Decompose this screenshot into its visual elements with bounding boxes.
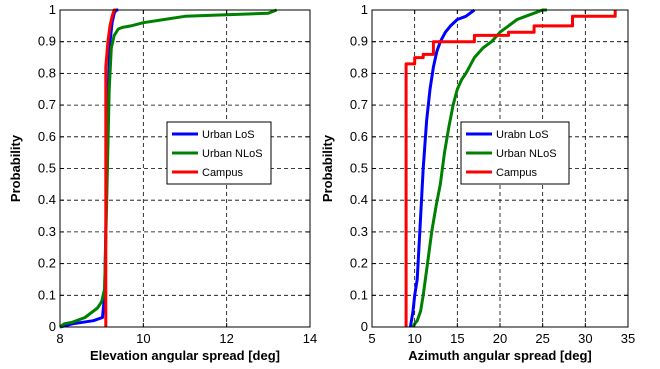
x-tick-label: 10: [136, 331, 150, 346]
x-tick-label: 20: [493, 331, 507, 346]
y-tick-label: 0.5: [38, 161, 56, 176]
y-tick-label: 0.9: [350, 34, 368, 49]
chart-2: 5 10 15 20 25 30 35 0 0.1 0.2 0.3 0.4 0.5 0.6 0.7 0.8 0.…: [320, 2, 635, 363]
x-axis-label: Elevation angular spread [deg]: [90, 348, 280, 363]
ticks: 5 10 15 20 25 30 35 0 0.1 0.2 0.3 0.4 0.5 0.6 0.7 0.8 0.…: [350, 2, 635, 346]
y-tick-label: 0.7: [350, 97, 368, 112]
series-group: [404, 8, 617, 328]
y-tick-label: 0: [49, 319, 56, 334]
legend-label: Urabn LoS: [496, 129, 549, 141]
y-tick-label: 0.3: [350, 224, 368, 239]
series-line-3: [104, 8, 117, 327]
y-tick-label: 0.1: [350, 287, 368, 302]
x-tick-label: 12: [219, 331, 233, 346]
x-tick-label: 30: [578, 331, 592, 346]
y-tick-label: 0.3: [38, 224, 56, 239]
y-tick-label: 0.2: [350, 256, 368, 271]
y-tick-label: 0.5: [350, 161, 368, 176]
series-line-2: [59, 8, 278, 329]
legend: Urabn LoS Urban NLoS Campus: [460, 121, 570, 185]
y-tick-label: 1: [361, 2, 368, 17]
x-tick-label: 10: [407, 331, 421, 346]
legend-label: Urban NLoS: [496, 148, 557, 160]
ticks: 8 10 12 14 0 0.1 0.2 0.3 0.4 0.5 0.6 0.7 0.8 0.9 1: [38, 2, 317, 346]
series-line-3: [404, 10, 617, 327]
x-tick-label: 5: [368, 331, 375, 346]
legend-label: Urban LoS: [202, 129, 255, 141]
y-tick-label: 0: [361, 319, 368, 334]
y-tick-label: 0.6: [38, 129, 56, 144]
y-axis-label: Probability: [320, 134, 335, 202]
y-tick-label: 1: [49, 2, 56, 17]
y-axis-label: Probability: [8, 134, 23, 202]
series-line-2: [411, 8, 547, 328]
y-tick-label: 0.1: [38, 287, 56, 302]
y-tick-label: 0.4: [350, 192, 368, 207]
y-tick-label: 0.8: [350, 65, 368, 80]
legend-label: Campus: [202, 167, 243, 179]
legend: Urban LoS Urban NLoS Campus: [166, 121, 272, 185]
legend-label: Urban NLoS: [202, 148, 263, 160]
series-group: [59, 8, 278, 329]
x-tick-label: 8: [56, 331, 63, 346]
series-line-1: [408, 8, 476, 328]
y-tick-label: 0.9: [38, 34, 56, 49]
x-tick-label: 14: [303, 331, 317, 346]
legend-label: Campus: [496, 167, 537, 179]
chart-1: 8 10 12 14 0 0.1 0.2 0.3 0.4 0.5 0.6 0.7 0.8 0.9 1 Elev…: [8, 2, 317, 363]
x-tick-label: 25: [535, 331, 549, 346]
y-tick-label: 0.2: [38, 256, 56, 271]
x-tick-label: 35: [621, 331, 635, 346]
y-tick-label: 0.7: [38, 97, 56, 112]
x-axis-label: Azimuth angular spread [deg]: [408, 348, 591, 363]
y-tick-label: 0.6: [350, 129, 368, 144]
grid: [60, 10, 310, 327]
y-tick-label: 0.8: [38, 65, 56, 80]
x-tick-label: 15: [450, 331, 464, 346]
y-tick-label: 0.4: [38, 192, 56, 207]
